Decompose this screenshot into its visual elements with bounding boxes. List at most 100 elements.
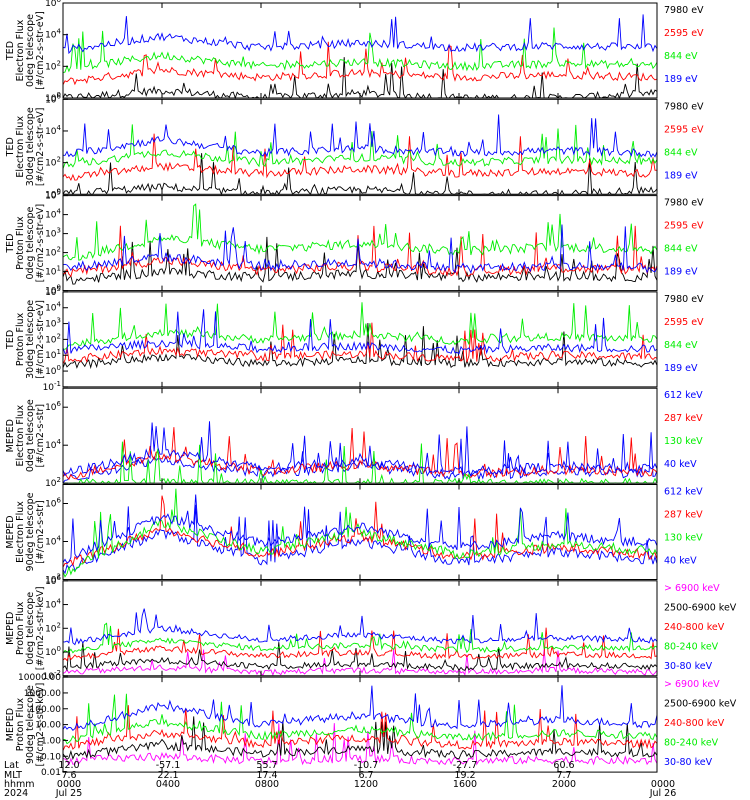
y-tick-label: 101 bbox=[45, 265, 61, 278]
x-tick-label: Jul 26 bbox=[649, 788, 677, 799]
series-line-p3-3 bbox=[62, 203, 658, 261]
panel-2: 100 102 104 106 TED Electron Flux 30deg telesc… bbox=[5, 92, 704, 200]
legend-entry: 2500-6900 keV bbox=[664, 699, 737, 710]
legend-entry: 130 keV bbox=[664, 533, 703, 544]
y-axis-label: TED bbox=[5, 330, 16, 350]
legend-entry: 240-800 keV bbox=[664, 718, 725, 729]
y-axis-label: Electron Flux bbox=[15, 404, 26, 466]
y-tick-label: 100.00 bbox=[30, 705, 62, 715]
series-line-p1-2 bbox=[62, 41, 658, 86]
y-axis-label: MEPED bbox=[5, 515, 16, 548]
series-line-p5-2 bbox=[62, 427, 658, 481]
y-tick-label: 102 bbox=[45, 59, 61, 72]
y-axis-label: [#/cm2-s-str-eV] bbox=[35, 300, 46, 379]
panel-6: 102 104 106 MEPED Electron Flux 90deg telesco… bbox=[5, 484, 703, 586]
y-tick-label: 104 bbox=[45, 438, 61, 451]
y-axis-label: [#/cm2-s-str-eV] bbox=[35, 204, 46, 283]
y-tick-label: 104 bbox=[45, 301, 61, 314]
y-axis-label: [#/cm2-s-str-keV] bbox=[35, 586, 46, 670]
series-line-p8-4 bbox=[63, 693, 658, 745]
y-tick-label: 102 bbox=[45, 156, 61, 169]
x-tick-label: -10.7 bbox=[354, 760, 379, 771]
x-tick-label: 0400 bbox=[156, 779, 180, 790]
y-tick-label: 102 bbox=[45, 332, 61, 345]
series-line-p8-1 bbox=[62, 723, 658, 766]
y-tick-label: 102 bbox=[45, 621, 61, 634]
y-tick-label: 104 bbox=[45, 598, 61, 611]
y-axis-label: MEPED bbox=[5, 708, 16, 741]
legend-entry: 40 keV bbox=[664, 556, 697, 567]
y-tick-label: 102 bbox=[45, 246, 61, 259]
y-axis-label: MEPED bbox=[5, 612, 16, 645]
y-tick-label: 100 bbox=[45, 645, 61, 658]
x-tick-label: 1200 bbox=[354, 779, 378, 790]
y-tick-label: 106 bbox=[45, 92, 61, 105]
y-tick-label: 104 bbox=[45, 124, 61, 137]
legend-entry: 2595 eV bbox=[664, 221, 704, 232]
y-tick-label: 100 bbox=[45, 91, 61, 104]
series-line-p1-3 bbox=[62, 27, 658, 74]
series-line-p4-3 bbox=[62, 302, 658, 350]
y-axis-label: 0deg telescope bbox=[25, 399, 36, 472]
legend-entry: 2595 eV bbox=[664, 28, 704, 39]
series-line-p6-3 bbox=[62, 488, 658, 578]
y-axis-label: [#/cm2-s-str] bbox=[35, 500, 46, 563]
series-line-p2-3 bbox=[62, 124, 658, 169]
y-axis-label: 90deg telescope bbox=[25, 685, 36, 764]
legend-entry: 80-240 keV bbox=[664, 738, 719, 749]
x-tick-label: -57.1 bbox=[156, 760, 181, 771]
series-line-p7-5 bbox=[63, 608, 658, 646]
series-line-p1-1 bbox=[62, 57, 658, 100]
legend-entry: 80-240 keV bbox=[664, 641, 719, 652]
y-tick-label: 103 bbox=[45, 227, 61, 240]
y-tick-label: 100 bbox=[45, 284, 61, 297]
x-tick-label: -27.7 bbox=[453, 760, 478, 771]
y-axis-label: MEPED bbox=[5, 419, 16, 452]
legend-entry: 287 keV bbox=[664, 510, 703, 521]
legend-entry: 189 eV bbox=[664, 267, 698, 278]
legend-entry: 7980 eV bbox=[664, 294, 704, 305]
plot-frame bbox=[62, 291, 658, 388]
series-line-p7-2 bbox=[62, 642, 658, 672]
series-line-p4-1 bbox=[62, 322, 658, 370]
series-line-p3-4 bbox=[62, 224, 658, 274]
legend-entry: 240-800 keV bbox=[664, 622, 725, 633]
plot-frame bbox=[62, 387, 658, 484]
y-axis-label: [#/cm2-s-str-keV] bbox=[35, 683, 46, 767]
series-line-p8-5 bbox=[62, 685, 658, 731]
y-tick-label: 1.00 bbox=[41, 736, 61, 746]
y-tick-label: 105 bbox=[45, 285, 61, 298]
y-axis-label: Proton Flux bbox=[15, 312, 26, 366]
x-tick-label: 0000 bbox=[57, 779, 81, 790]
y-tick-label: 106 bbox=[45, 574, 61, 587]
y-axis-label: Electron Flux bbox=[15, 116, 26, 178]
y-axis-label: 0deg telescope bbox=[25, 592, 36, 665]
y-axis-label: Proton Flux bbox=[15, 601, 26, 655]
panel-8: 0.01 0.10 1.00 10.00 100.00 1000.00 10000.00 ME… bbox=[5, 673, 737, 778]
x-tick-label: 1600 bbox=[453, 779, 477, 790]
legend-entry: 612 keV bbox=[664, 390, 703, 401]
y-tick-label: 106 bbox=[45, 497, 61, 510]
series-line-p4-2 bbox=[62, 322, 658, 365]
x-row-label: MLT bbox=[4, 770, 22, 781]
legend-entry: > 6900 keV bbox=[664, 679, 720, 690]
x-tick-label: 22.1 bbox=[157, 770, 178, 781]
y-tick-label: 103 bbox=[45, 317, 61, 330]
y-axis-label: [#/cm2-s-str-eV] bbox=[35, 11, 46, 90]
x-tick-label: 60.6 bbox=[553, 760, 574, 771]
y-axis-label: [#/cm2-s-str] bbox=[35, 404, 46, 467]
series-line-p7-4 bbox=[62, 622, 658, 654]
series-line-p3-1 bbox=[62, 236, 658, 285]
series-line-p5-4 bbox=[62, 421, 658, 477]
legend-entry: 2595 eV bbox=[664, 317, 704, 328]
y-tick-label: 100 bbox=[45, 364, 61, 377]
y-axis-label: Proton Flux bbox=[15, 216, 26, 270]
y-tick-label: 10-1 bbox=[43, 380, 61, 393]
y-tick-label: 106 bbox=[45, 0, 61, 9]
series-line-p5-1 bbox=[62, 432, 658, 484]
series-line-p2-1 bbox=[62, 153, 658, 196]
x-tick-label: 6.7 bbox=[358, 770, 373, 781]
y-tick-label: 106 bbox=[45, 400, 61, 413]
x-tick-label: 0000 bbox=[651, 779, 675, 790]
